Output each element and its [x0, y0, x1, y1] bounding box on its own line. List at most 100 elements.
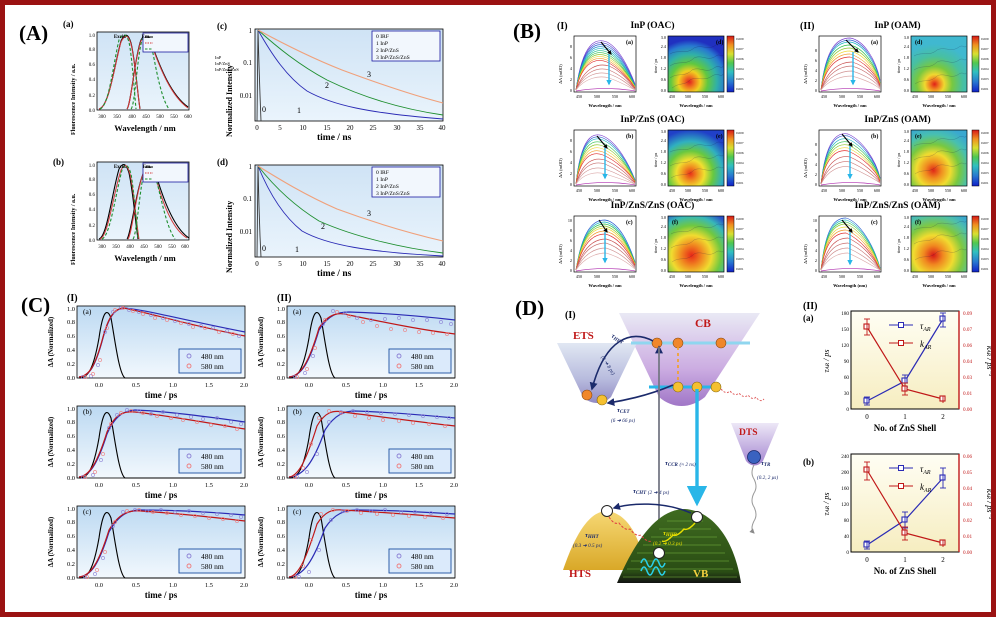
- svg-text:2.4: 2.4: [661, 224, 667, 229]
- svg-text:0.01: 0.01: [240, 92, 253, 100]
- panel-b-group-1-roman: (I): [557, 21, 568, 32]
- svg-text:0: 0: [815, 88, 817, 93]
- panel-a-d-ylabel: Normalized Intensity: [225, 200, 234, 273]
- svg-text:0.5: 0.5: [342, 582, 350, 589]
- svg-text:600: 600: [718, 188, 724, 193]
- svg-text:(a): (a): [83, 307, 92, 316]
- svg-text:2.4: 2.4: [904, 138, 910, 143]
- svg-text:20: 20: [347, 124, 355, 132]
- svg-text:600: 600: [874, 274, 880, 279]
- svg-text:0.00: 0.00: [963, 407, 972, 413]
- svg-text:0.001: 0.001: [736, 87, 744, 91]
- svg-text:0.4: 0.4: [277, 547, 286, 554]
- svg-text:0.8: 0.8: [67, 419, 75, 426]
- svg-text:1.5: 1.5: [415, 482, 423, 489]
- svg-text:1.2: 1.2: [904, 66, 909, 71]
- svg-text:0.4: 0.4: [277, 347, 286, 354]
- svg-text:No. of ZnS Shell: No. of ZnS Shell: [874, 566, 937, 576]
- svg-text:(a): (a): [871, 39, 878, 46]
- svg-text:0.6: 0.6: [277, 333, 285, 340]
- svg-text:5: 5: [278, 124, 282, 132]
- svg-text:500: 500: [685, 188, 691, 193]
- svg-text:0.009: 0.009: [981, 217, 989, 221]
- svg-text:0: 0: [846, 407, 849, 413]
- svg-text:3.0: 3.0: [904, 215, 909, 220]
- svg-text:ΔA (mOD): ΔA (mOD): [803, 158, 808, 178]
- svg-text:1.0: 1.0: [67, 506, 75, 513]
- svg-text:Wavelength / nm: Wavelength / nm: [679, 283, 712, 288]
- svg-text:ΔA (Normalized): ΔA (Normalized): [257, 416, 265, 467]
- svg-text:3.0: 3.0: [904, 35, 909, 40]
- svg-text:0.0: 0.0: [277, 575, 285, 582]
- panel-a-c-ylabel: Normalized Intensity: [225, 64, 234, 137]
- svg-text:Wavelength / nm: Wavelength / nm: [588, 103, 621, 108]
- svg-text:0.009: 0.009: [736, 37, 744, 41]
- svg-text:ΔA (Normalized): ΔA (Normalized): [257, 516, 265, 567]
- svg-text:0.2: 0.2: [89, 224, 96, 229]
- svg-text:2.4: 2.4: [661, 44, 667, 49]
- panel-a-c-plot: 0 IRF 1 InP 2 InP/ZnS 3 InP/ZnS/ZnS 1 0.…: [240, 27, 447, 132]
- svg-text:40: 40: [439, 124, 447, 132]
- panel-b-I-title-1: InP/ZnS (OAC): [620, 115, 685, 125]
- svg-text:4: 4: [570, 248, 573, 253]
- panel-b-group-2-roman: (II): [800, 21, 815, 32]
- svg-text:2.0: 2.0: [240, 582, 248, 589]
- svg-text:0.01: 0.01: [963, 534, 972, 540]
- svg-text:0.01: 0.01: [240, 228, 253, 236]
- svg-text:2: 2: [570, 77, 572, 82]
- svg-text:DTS: DTS: [739, 428, 757, 438]
- svg-text:1 InP: 1 InP: [376, 177, 388, 183]
- svg-text:(b): (b): [293, 407, 302, 416]
- svg-text:550: 550: [702, 188, 708, 193]
- svg-text:0.6: 0.6: [661, 77, 666, 82]
- svg-text:(a): (a): [293, 307, 302, 316]
- svg-text:1.0: 1.0: [379, 582, 387, 589]
- panel-c-group-2-roman: (II): [277, 293, 292, 304]
- svg-text:1.5: 1.5: [205, 582, 213, 589]
- svg-text:0.4: 0.4: [67, 347, 76, 354]
- svg-text:0.01: 0.01: [963, 391, 972, 397]
- svg-text:(c): (c): [626, 219, 633, 226]
- svg-text:3 InP/ZnS/ZnS: 3 InP/ZnS/ZnS: [376, 55, 410, 61]
- svg-text:580 nm: 580 nm: [411, 462, 434, 471]
- svg-text:0: 0: [570, 182, 572, 187]
- svg-text:time / ps: time / ps: [355, 390, 388, 400]
- svg-text:550: 550: [702, 94, 708, 99]
- svg-text:time / ps: time / ps: [653, 152, 658, 167]
- svg-text:3: 3: [367, 70, 371, 79]
- svg-text:80: 80: [844, 518, 850, 524]
- svg-text:30: 30: [394, 124, 402, 132]
- svg-text:0.006: 0.006: [981, 57, 989, 61]
- svg-text:3.0: 3.0: [904, 129, 909, 134]
- svg-text:0.2: 0.2: [67, 361, 75, 368]
- svg-text:550: 550: [857, 274, 863, 279]
- svg-text:300: 300: [98, 115, 106, 120]
- svg-text:time / ps: time / ps: [653, 58, 658, 73]
- svg-text:0.06: 0.06: [963, 454, 972, 460]
- svg-text:480 nm: 480 nm: [411, 352, 434, 361]
- svg-text:ΔA (Normalized): ΔA (Normalized): [47, 416, 55, 467]
- svg-text:(a): (a): [626, 39, 633, 46]
- svg-text:2.4: 2.4: [661, 138, 667, 143]
- svg-text:0: 0: [815, 182, 817, 187]
- svg-text:500: 500: [685, 274, 691, 279]
- svg-text:0.6: 0.6: [277, 433, 285, 440]
- svg-text:0: 0: [815, 268, 817, 273]
- svg-text:6: 6: [570, 149, 572, 154]
- svg-text:1.0: 1.0: [89, 34, 96, 39]
- svg-text:0.0: 0.0: [67, 575, 75, 582]
- svg-text:time / ps: time / ps: [896, 238, 901, 253]
- svg-text:450: 450: [912, 94, 918, 99]
- svg-text:400: 400: [128, 115, 136, 120]
- svg-text:10: 10: [300, 260, 308, 268]
- svg-text:2: 2: [941, 556, 945, 564]
- svg-text:0.003: 0.003: [736, 171, 744, 175]
- svg-text:0.003: 0.003: [981, 171, 989, 175]
- svg-text:1: 1: [903, 413, 907, 421]
- svg-text:600: 600: [629, 274, 635, 279]
- svg-text:480 nm: 480 nm: [411, 552, 434, 561]
- svg-text:450: 450: [576, 94, 582, 99]
- svg-text:1.8: 1.8: [904, 235, 909, 240]
- svg-text:0.004: 0.004: [981, 67, 989, 71]
- panel-b-II-spec-b: 0 2 4 6 8 450 500 550 600 (b) Wavelength…: [798, 126, 886, 204]
